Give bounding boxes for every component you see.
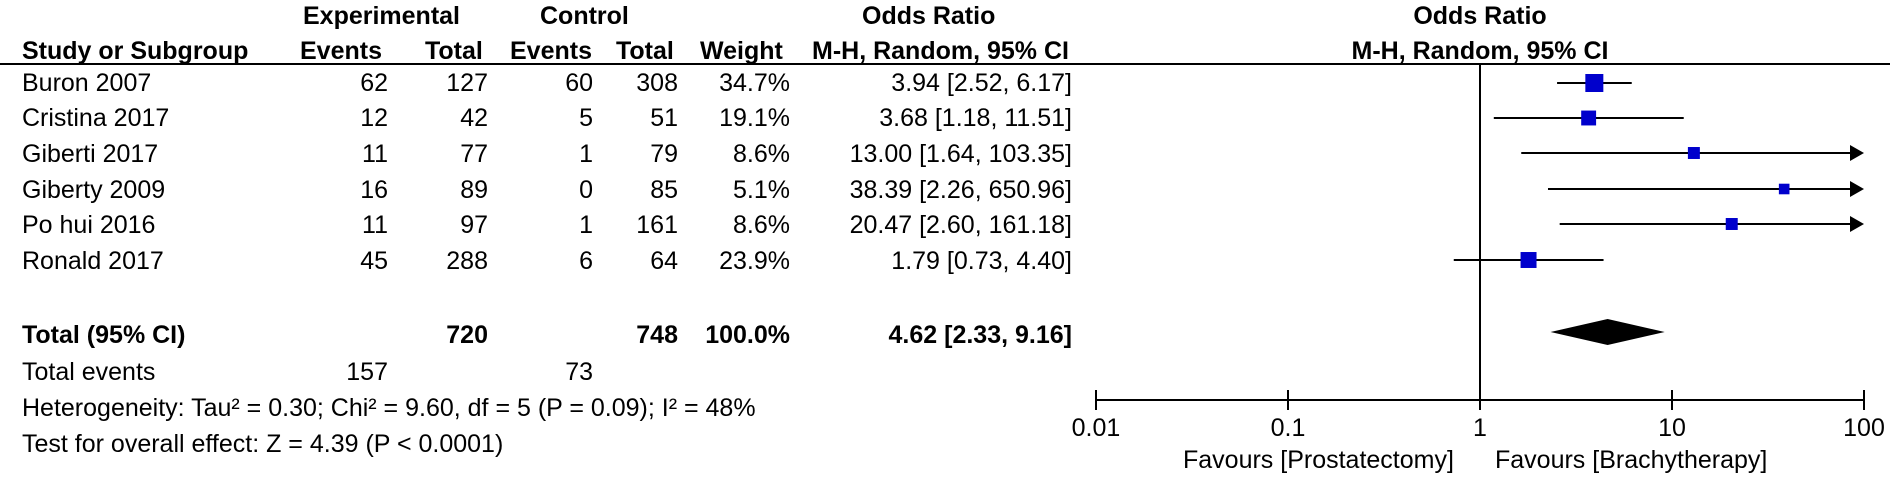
ctrl-total-header: Total <box>616 37 674 65</box>
study-marker <box>1581 110 1597 126</box>
x-tick-label: 0.01 <box>1071 414 1121 442</box>
ctrl-events-header: Events <box>510 37 592 65</box>
study-name: Ronald 2017 <box>22 247 164 275</box>
exp-events-header: Events <box>300 37 382 65</box>
overall-effect-text: Test for overall effect: Z = 4.39 (P < 0… <box>22 430 504 458</box>
ctrl-total: 85 <box>650 176 678 204</box>
exp-total: 42 <box>460 104 488 132</box>
ci-value: 20.47 [2.60, 161.18] <box>849 211 1072 239</box>
header-divider <box>0 63 1890 65</box>
exp-events: 12 <box>360 104 388 132</box>
exp-total-header: Total <box>425 37 483 65</box>
ctrl-total: 79 <box>650 140 678 168</box>
total-ctrl-total: 748 <box>636 321 678 349</box>
weight-value: 23.9% <box>719 247 790 275</box>
study-name: Giberti 2017 <box>22 140 159 168</box>
weight-header: Weight <box>700 37 783 65</box>
weight-value: 8.6% <box>733 140 790 168</box>
ctrl-events: 1 <box>579 211 593 239</box>
weight-value: 8.6% <box>733 211 790 239</box>
ci-value: 1.79 [0.73, 4.40] <box>891 247 1072 275</box>
study-name: Po hui 2016 <box>22 211 156 239</box>
ctrl-total: 161 <box>636 211 678 239</box>
odds-ratio-header: Odds Ratio <box>862 2 996 30</box>
ci-arrow <box>1850 216 1864 232</box>
weight-value: 34.7% <box>719 69 790 97</box>
x-tick-label: 100 <box>1843 414 1885 442</box>
favours-right-label: Favours [Brachytherapy] <box>1495 446 1768 474</box>
exp-total: 288 <box>446 247 488 275</box>
ctrl-events: 6 <box>579 247 593 275</box>
ctrl-events: 1 <box>579 140 593 168</box>
total-events-label: Total events <box>22 358 156 386</box>
ci-value: 13.00 [1.64, 103.35] <box>849 140 1072 168</box>
total-events-exp: 157 <box>346 358 388 386</box>
x-tick-label: 10 <box>1658 414 1686 442</box>
ci-value: 38.39 [2.26, 650.96] <box>849 176 1072 204</box>
x-tick-label: 1 <box>1473 414 1487 442</box>
total-ci: 4.62 [2.33, 9.16] <box>888 321 1072 349</box>
favours-left-label: Favours [Prostatectomy] <box>1183 446 1454 474</box>
pooled-diamond <box>1550 319 1665 345</box>
exp-total: 97 <box>460 211 488 239</box>
exp-events: 62 <box>360 69 388 97</box>
total-exp-total: 720 <box>446 321 488 349</box>
ctrl-events: 60 <box>565 69 593 97</box>
ci-value: 3.68 [1.18, 11.51] <box>879 104 1072 132</box>
total-events-ctrl: 73 <box>565 358 593 386</box>
exp-total: 77 <box>460 140 488 168</box>
exp-events: 16 <box>360 176 388 204</box>
ci-value: 3.94 [2.52, 6.17] <box>891 69 1072 97</box>
control-header: Control <box>540 2 629 30</box>
ctrl-total: 64 <box>650 247 678 275</box>
exp-events: 11 <box>362 140 388 168</box>
method-header: M-H, Random, 95% CI <box>812 37 1069 65</box>
plot-title: Odds Ratio <box>1413 2 1547 30</box>
total-label: Total (95% CI) <box>22 321 186 349</box>
study-name: Cristina 2017 <box>22 104 170 132</box>
study-marker <box>1585 74 1604 92</box>
weight-value: 19.1% <box>719 104 790 132</box>
exp-events: 11 <box>362 211 388 239</box>
study-marker <box>1778 183 1790 195</box>
ctrl-total: 51 <box>650 104 678 132</box>
ctrl-total: 308 <box>636 69 678 97</box>
plot-method-header: M-H, Random, 95% CI <box>1351 37 1609 65</box>
exp-events: 45 <box>360 247 388 275</box>
study-column-header: Study or Subgroup <box>22 37 249 65</box>
heterogeneity-text: Heterogeneity: Tau² = 0.30; Chi² = 9.60,… <box>22 394 756 422</box>
total-weight: 100.0% <box>705 321 790 349</box>
weight-value: 5.1% <box>733 176 790 204</box>
exp-total: 89 <box>460 176 488 204</box>
experimental-header: Experimental <box>303 2 461 30</box>
ci-arrow <box>1850 145 1864 161</box>
study-name: Giberty 2009 <box>22 176 166 204</box>
study-marker <box>1687 147 1700 159</box>
x-tick-label: 0.1 <box>1270 414 1306 442</box>
exp-total: 127 <box>446 69 488 97</box>
study-name: Buron 2007 <box>22 69 152 97</box>
ci-arrow <box>1850 181 1864 197</box>
study-marker <box>1725 218 1738 230</box>
ctrl-events: 0 <box>579 176 593 204</box>
study-marker <box>1520 252 1537 268</box>
ctrl-events: 5 <box>579 104 593 132</box>
